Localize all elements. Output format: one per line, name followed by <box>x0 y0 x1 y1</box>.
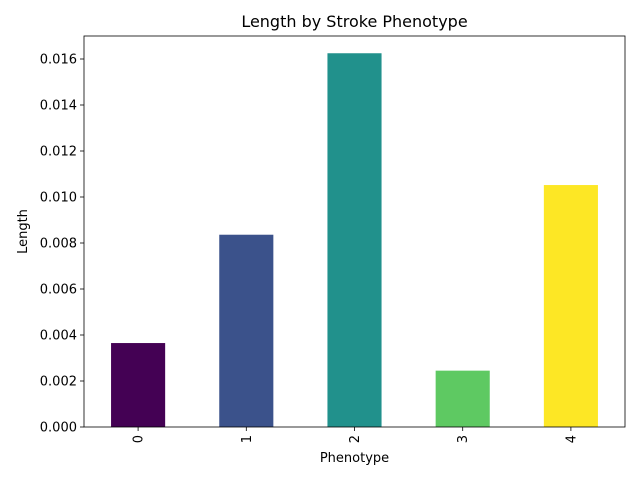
y-tick-label-8: 0.016 <box>40 53 77 68</box>
plot-frame <box>83 35 626 428</box>
x-tick-label-1: 1 <box>240 435 255 443</box>
bar-1 <box>219 234 274 427</box>
y-tick-label-0: 0.000 <box>40 421 77 436</box>
y-tick-label-7: 0.014 <box>40 99 77 114</box>
y-axis-label: Length <box>16 209 31 254</box>
y-tick-label-5: 0.010 <box>40 191 77 206</box>
x-tick-label-3: 3 <box>456 435 471 443</box>
bar-2 <box>327 53 382 427</box>
x-axis: 0 1 2 3 4 <box>132 427 579 443</box>
y-tick-label-2: 0.004 <box>40 329 77 344</box>
chart-title: Length by Stroke Phenotype <box>241 12 467 31</box>
y-tick-label-6: 0.012 <box>40 145 77 160</box>
x-tick-label-2: 2 <box>348 435 363 443</box>
x-tick-label-0: 0 <box>132 435 147 443</box>
x-axis-label: Phenotype <box>320 451 389 466</box>
y-axis: 0.000 0.002 0.004 0.006 0.008 0.010 0.012 0.014… <box>40 53 84 436</box>
bar-3 <box>435 370 490 427</box>
bars <box>111 53 598 427</box>
y-tick-label-4: 0.008 <box>40 237 77 252</box>
x-tick-label-4: 4 <box>564 435 579 443</box>
y-tick-label-1: 0.002 <box>40 375 77 390</box>
y-tick-label-3: 0.006 <box>40 283 77 298</box>
bar-4 <box>543 185 598 427</box>
bar-0 <box>111 343 166 427</box>
